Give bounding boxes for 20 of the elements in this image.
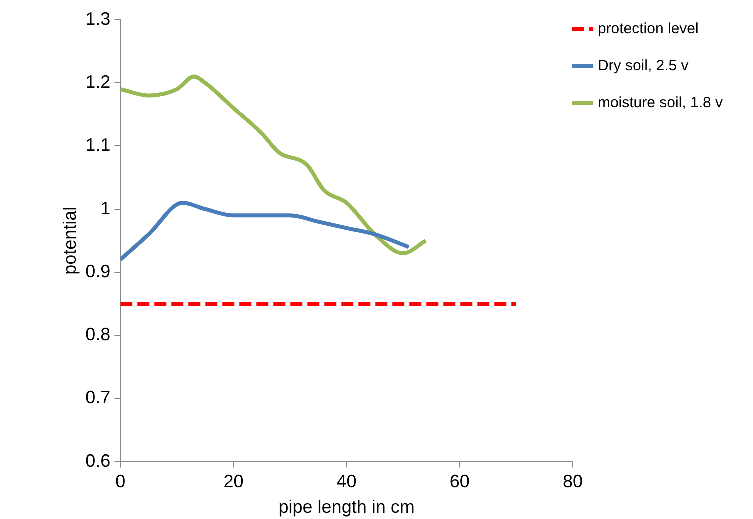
legend-label: moisture soil, 1.8 v <box>598 94 724 112</box>
y-tick-label: 0.8 <box>86 324 111 345</box>
y-tick-label: 0.6 <box>86 450 111 471</box>
y-tick-label: 1 <box>100 198 111 218</box>
x-tick-label: 20 <box>224 472 244 492</box>
y-tick-label: 0.7 <box>86 388 111 408</box>
y-tick-label: 1.3 <box>86 8 111 29</box>
x-axis-title: pipe length in cm <box>278 497 415 518</box>
x-tick-label: 0 <box>116 472 126 492</box>
line-series <box>120 74 428 256</box>
line-series <box>120 201 412 262</box>
y-axis-title: potential <box>60 206 80 275</box>
y-tick-label: 1.1 <box>86 135 111 156</box>
x-tick-label: 60 <box>450 472 470 492</box>
legend-label: Dry soil, 2.5 v <box>598 58 690 75</box>
legend-label: protection level <box>598 20 699 38</box>
x-tick-label: 80 <box>562 472 584 492</box>
y-tick-label: 0.9 <box>86 261 111 282</box>
y-tick-label: 1.2 <box>86 72 111 92</box>
x-tick-label: 40 <box>336 472 357 492</box>
